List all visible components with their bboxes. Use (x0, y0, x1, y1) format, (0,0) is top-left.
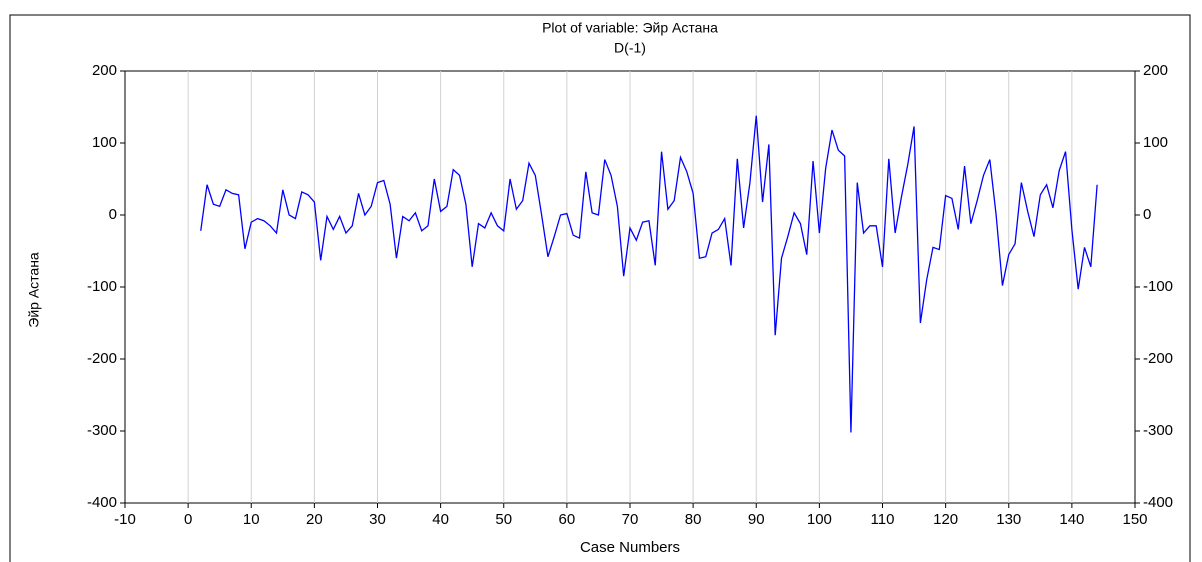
x-tick-label: 60 (559, 511, 576, 528)
y-tick-label: -400 (87, 494, 117, 511)
chart-title: Plot of variable: Эйр Астана (542, 20, 718, 36)
y2-tick-label: 0 (1143, 206, 1151, 223)
chart-subtitle: D(-1) (614, 40, 646, 56)
y2-tick-label: -300 (1143, 422, 1173, 439)
x-tick-label: 40 (432, 511, 449, 528)
y-tick-label: 200 (92, 62, 117, 79)
x-tick-label: 120 (933, 511, 958, 528)
y-tick-label: 100 (92, 134, 117, 151)
y2-tick-label: -400 (1143, 494, 1173, 511)
y2-tick-label: 100 (1143, 134, 1168, 151)
y-tick-label: -100 (87, 278, 117, 295)
x-tick-label: 50 (495, 511, 512, 528)
y-tick-label: -200 (87, 350, 117, 367)
x-tick-label: 10 (243, 511, 260, 528)
x-tick-label: 110 (871, 511, 895, 528)
data-line (200, 115, 1098, 433)
x-tick-label: 80 (685, 511, 702, 528)
x-tick-label: 140 (1059, 511, 1084, 528)
y2-tick-label: -100 (1143, 278, 1173, 295)
y-tick-label: 0 (109, 206, 117, 223)
x-tick-label: 100 (807, 511, 832, 528)
x-tick-label: 20 (306, 511, 323, 528)
x-tick-label: 0 (184, 511, 192, 528)
x-tick-label: 150 (1122, 511, 1147, 528)
y-axis-label: Эйр Астана (26, 252, 42, 328)
x-tick-label: 130 (996, 511, 1021, 528)
x-axis-label: Case Numbers (580, 539, 680, 556)
x-tick-label: 70 (622, 511, 639, 528)
x-tick-label: 90 (748, 511, 765, 528)
x-tick-label: -10 (114, 511, 136, 528)
y2-tick-label: -200 (1143, 350, 1173, 367)
y2-tick-label: 200 (1143, 62, 1168, 79)
y-tick-label: -300 (87, 422, 117, 439)
x-tick-label: 30 (369, 511, 386, 528)
